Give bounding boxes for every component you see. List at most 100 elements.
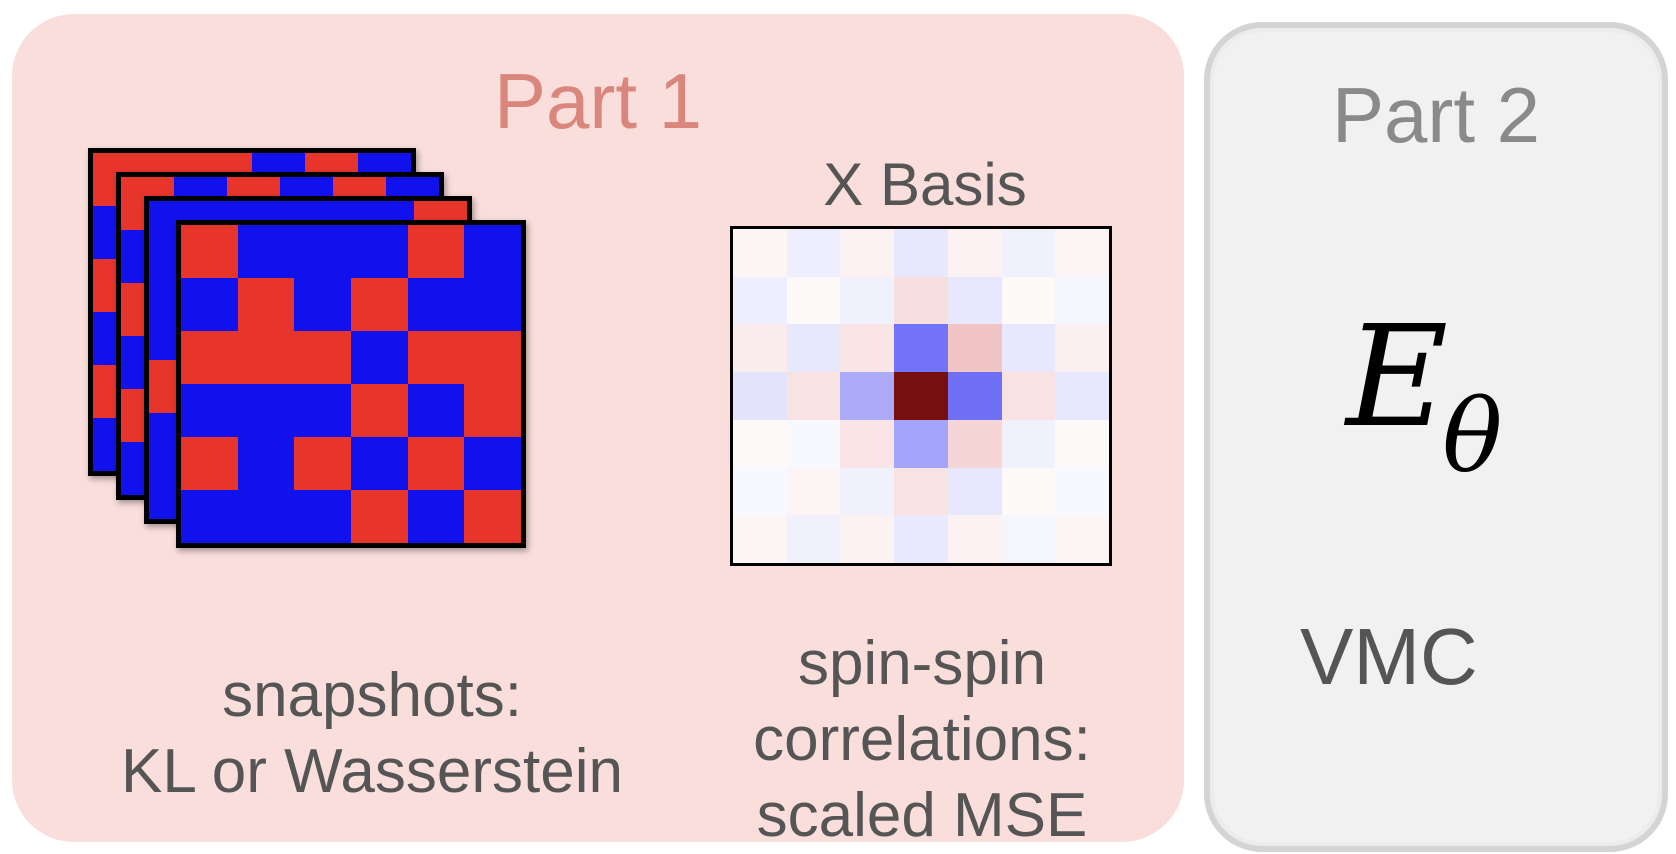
heatmap-cell: [733, 276, 787, 325]
heatmap-cell: [1001, 419, 1056, 468]
heatmap-cell: [947, 515, 1002, 563]
heatmap-cell: [947, 324, 1002, 373]
spin-cell: [407, 278, 465, 331]
spin-cell: [237, 278, 295, 331]
spin-cell: [351, 437, 408, 490]
snapshots-caption: snapshots: KL or Wasserstein: [72, 658, 672, 810]
heatmap-cell: [733, 229, 787, 277]
spin-cell: [181, 331, 238, 384]
spin-cell: [407, 437, 465, 490]
heatmap-cell: [1001, 372, 1056, 420]
vmc-label: VMC: [1300, 612, 1478, 701]
heatmap-cell: [1001, 515, 1056, 563]
heatmap-cell: [947, 229, 1002, 277]
heatmap-cell: [1055, 324, 1109, 373]
heatmap-cell: [1001, 324, 1056, 373]
heatmap-cell: [733, 515, 787, 563]
spin-cell: [237, 331, 295, 384]
heatmap-cell: [840, 419, 895, 468]
spin-cell: [237, 384, 295, 437]
snapshots-caption-line: snapshots:: [222, 661, 522, 730]
heatmap-cell: [894, 467, 948, 516]
heatmap-cell: [840, 467, 895, 516]
spin-cell: [181, 437, 238, 490]
spin-cell: [351, 331, 408, 384]
heatmap-cell: [840, 515, 895, 563]
heatmap-cell: [1055, 229, 1109, 277]
heatmap-cell: [786, 276, 841, 325]
correlations-caption: spin-spin correlations: scaled MSE: [702, 626, 1142, 854]
spin-cell: [464, 278, 521, 331]
spin-cell: [294, 490, 351, 543]
spin-cell: [181, 490, 238, 543]
spin-cell: [237, 225, 295, 278]
heatmap-cell: [786, 515, 841, 563]
spin-cell: [351, 490, 408, 543]
heatmap-cell: [840, 324, 895, 373]
spin-cell: [464, 384, 521, 437]
spin-cell: [237, 437, 295, 490]
energy-letter: E: [1346, 296, 1449, 459]
basis-title: X Basis: [823, 151, 1027, 218]
spin-cell: [464, 331, 521, 384]
spin-cell: [407, 490, 465, 543]
snapshots-caption-line: KL or Wasserstein: [121, 737, 623, 806]
spin-cell: [181, 384, 238, 437]
heatmap-cell: [786, 229, 841, 277]
correlations-caption-line: correlations:: [753, 705, 1091, 774]
spin-cell: [181, 278, 238, 331]
heatmap-cell: [1001, 467, 1056, 516]
heatmap-cell: [1001, 276, 1056, 325]
spin-cell: [294, 437, 351, 490]
heatmap-cell: [894, 372, 948, 420]
spin-cell: [464, 437, 521, 490]
heatmap-cell: [894, 229, 948, 277]
correlations-caption-line: scaled MSE: [756, 781, 1088, 850]
heatmap-cell: [733, 372, 787, 420]
heatmap-cell: [947, 419, 1002, 468]
heatmap-cell: [894, 515, 948, 563]
spin-cell: [464, 490, 521, 543]
heatmap-cell: [894, 419, 948, 468]
correlations-caption-line: spin-spin: [797, 629, 1047, 698]
heatmap-cell: [1055, 276, 1109, 325]
spin-cell: [294, 384, 351, 437]
heatmap-cell: [840, 276, 895, 325]
heatmap-cell: [947, 372, 1002, 420]
spin-cell: [351, 278, 408, 331]
spin-cell: [407, 331, 465, 384]
spin-cell: [294, 225, 351, 278]
heatmap-cell: [1055, 515, 1109, 563]
heatmap-cell: [1055, 467, 1109, 516]
spin-cell: [237, 490, 295, 543]
heatmap-cell: [840, 229, 895, 277]
energy-symbol: Eθ: [1346, 308, 1508, 496]
spin-cell: [351, 225, 408, 278]
heatmap-cell: [894, 276, 948, 325]
energy-subscript: θ: [1442, 378, 1503, 495]
heatmap-cell: [733, 467, 787, 516]
spin-cell: [407, 225, 465, 278]
heatmap-cell: [786, 324, 841, 373]
heatmap-cell: [1055, 419, 1109, 468]
heatmap-cell: [947, 467, 1002, 516]
spin-cell: [294, 278, 351, 331]
heatmap-cell: [947, 276, 1002, 325]
heatmap-cell: [1001, 229, 1056, 277]
heatmap-cell: [894, 324, 948, 373]
spin-cell: [464, 225, 521, 278]
heatmap-cell: [786, 467, 841, 516]
spin-cell: [407, 384, 465, 437]
snapshot-front: [176, 220, 526, 548]
spin-cell: [351, 384, 408, 437]
heatmap-cell: [733, 324, 787, 373]
correlation-heatmap: [730, 226, 1112, 566]
part1-title: Part 1: [493, 57, 703, 145]
heatmap-cell: [786, 372, 841, 420]
part2-panel: Part 2: [1204, 22, 1668, 852]
part1-panel: Part 1 X Basis snapshots: KL or Wasserst…: [12, 14, 1184, 850]
spin-cell: [181, 225, 238, 278]
heatmap-cell: [733, 419, 787, 468]
part2-title: Part 2: [1331, 71, 1541, 159]
heatmap-cell: [786, 419, 841, 468]
